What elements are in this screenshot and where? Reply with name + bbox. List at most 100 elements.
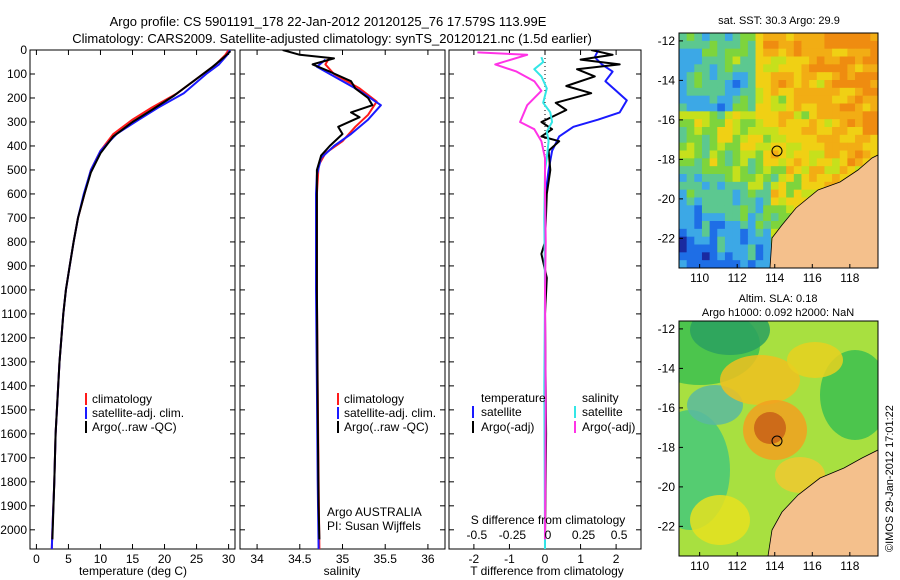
sst-cell	[686, 111, 695, 120]
x-tick-label: 0	[542, 552, 549, 566]
sst-cell	[786, 95, 795, 104]
sst-cell	[770, 221, 779, 230]
sst-cell	[747, 166, 756, 175]
sst-cell	[763, 80, 772, 89]
sst-cell	[717, 221, 726, 230]
sst-cell	[855, 40, 864, 50]
sst-cell	[732, 158, 741, 167]
lat-tick-label: -12	[658, 322, 676, 336]
sst-cell	[786, 142, 795, 151]
sst-cell	[855, 127, 864, 136]
sst-cell	[701, 40, 711, 50]
sst-cell	[832, 142, 841, 151]
sst-cell	[847, 150, 856, 159]
sst-cell	[679, 80, 688, 89]
sla-map-frame	[678, 320, 879, 557]
sst-cell	[778, 95, 787, 104]
sst-cell	[747, 252, 756, 261]
sst-cell	[717, 197, 726, 206]
sst-cell	[786, 33, 795, 42]
sst-cell	[839, 72, 848, 81]
sst-cell	[686, 72, 695, 81]
sst-cell	[701, 134, 711, 144]
sst-cell	[809, 40, 818, 50]
sst-cell	[686, 48, 695, 57]
depth-tick-label: 200	[7, 91, 27, 105]
sst-cell	[679, 260, 688, 268]
sst-cell	[701, 119, 711, 128]
sst-cell	[793, 95, 802, 104]
sst-cell	[747, 56, 756, 65]
sst-cell	[755, 87, 764, 97]
sst-cell	[740, 119, 749, 128]
lon-tick-label: 118	[840, 271, 859, 285]
sst-cell	[793, 33, 802, 42]
sst-cell	[679, 236, 688, 245]
sst-cell	[847, 87, 856, 97]
lon-tick-label: 110	[690, 271, 709, 285]
sst-cell	[732, 221, 741, 230]
temperature-axis-ticks: 0 5 10 15 20 25 300100200300400500600700800900…	[0, 43, 235, 566]
sst-cell	[778, 158, 787, 167]
sst-cell	[839, 111, 848, 120]
sst-cell	[747, 236, 756, 245]
sst-cell	[747, 40, 756, 50]
sst-cell	[694, 87, 703, 97]
sst-cell	[793, 56, 802, 65]
sst-cell	[862, 80, 871, 89]
sst-cell	[801, 87, 810, 97]
sst-cell	[770, 158, 779, 167]
sst-cell	[832, 64, 841, 73]
legend-label-satellite: satellite-adj. clim.	[344, 406, 436, 420]
series-line	[544, 50, 628, 549]
sst-cell	[709, 228, 718, 238]
sst-cell	[870, 80, 878, 89]
sst-cell	[755, 244, 764, 253]
sst-cell	[709, 48, 718, 57]
sst-cell	[724, 72, 733, 81]
sst-cell	[732, 87, 741, 97]
sst-cell	[717, 189, 726, 198]
sst-cell	[778, 142, 787, 151]
sla-map-title-line1: Altim. SLA: 0.18	[739, 293, 818, 305]
lat-tick-label: -12	[658, 34, 676, 48]
sst-cell	[755, 142, 764, 151]
sst-cell	[679, 33, 688, 42]
sst-cell	[763, 197, 772, 206]
sst-cell	[778, 166, 787, 175]
sst-cell	[686, 119, 695, 128]
sst-cell	[847, 134, 856, 144]
float-program-annotation: Argo AUSTRALIA	[327, 505, 422, 519]
sst-cell	[686, 64, 695, 73]
sst-cell	[694, 213, 703, 222]
sst-cell	[755, 95, 764, 104]
sst-cell	[740, 150, 749, 159]
sst-cell	[724, 221, 733, 230]
sst-cell	[717, 158, 726, 167]
sst-cell	[694, 56, 703, 65]
lon-tick-label: 112	[728, 559, 747, 573]
sst-cell	[747, 181, 756, 191]
sst-cell	[701, 150, 711, 159]
sst-cell	[694, 189, 703, 198]
sst-cell	[847, 111, 856, 120]
sst-cell	[801, 119, 810, 128]
sst-cell	[717, 244, 726, 253]
lon-tick-label: 116	[803, 559, 822, 573]
sst-cell	[701, 174, 711, 183]
sst-cell	[686, 127, 695, 136]
sst-cell	[793, 48, 802, 57]
sst-cell	[855, 150, 864, 159]
s-diff-tick-label: 0	[545, 528, 552, 542]
depth-tick-label: 1000	[0, 283, 27, 297]
sst-cell	[809, 111, 818, 120]
sst-cell	[747, 95, 756, 104]
sst-cell	[786, 72, 795, 81]
depth-tick-label: 1200	[0, 331, 27, 345]
sst-cell	[724, 197, 733, 206]
sst-cell	[755, 33, 764, 42]
sst-cell	[862, 48, 871, 57]
sst-cell	[763, 119, 772, 128]
sst-cell	[870, 95, 878, 104]
sst-cell	[855, 103, 864, 112]
